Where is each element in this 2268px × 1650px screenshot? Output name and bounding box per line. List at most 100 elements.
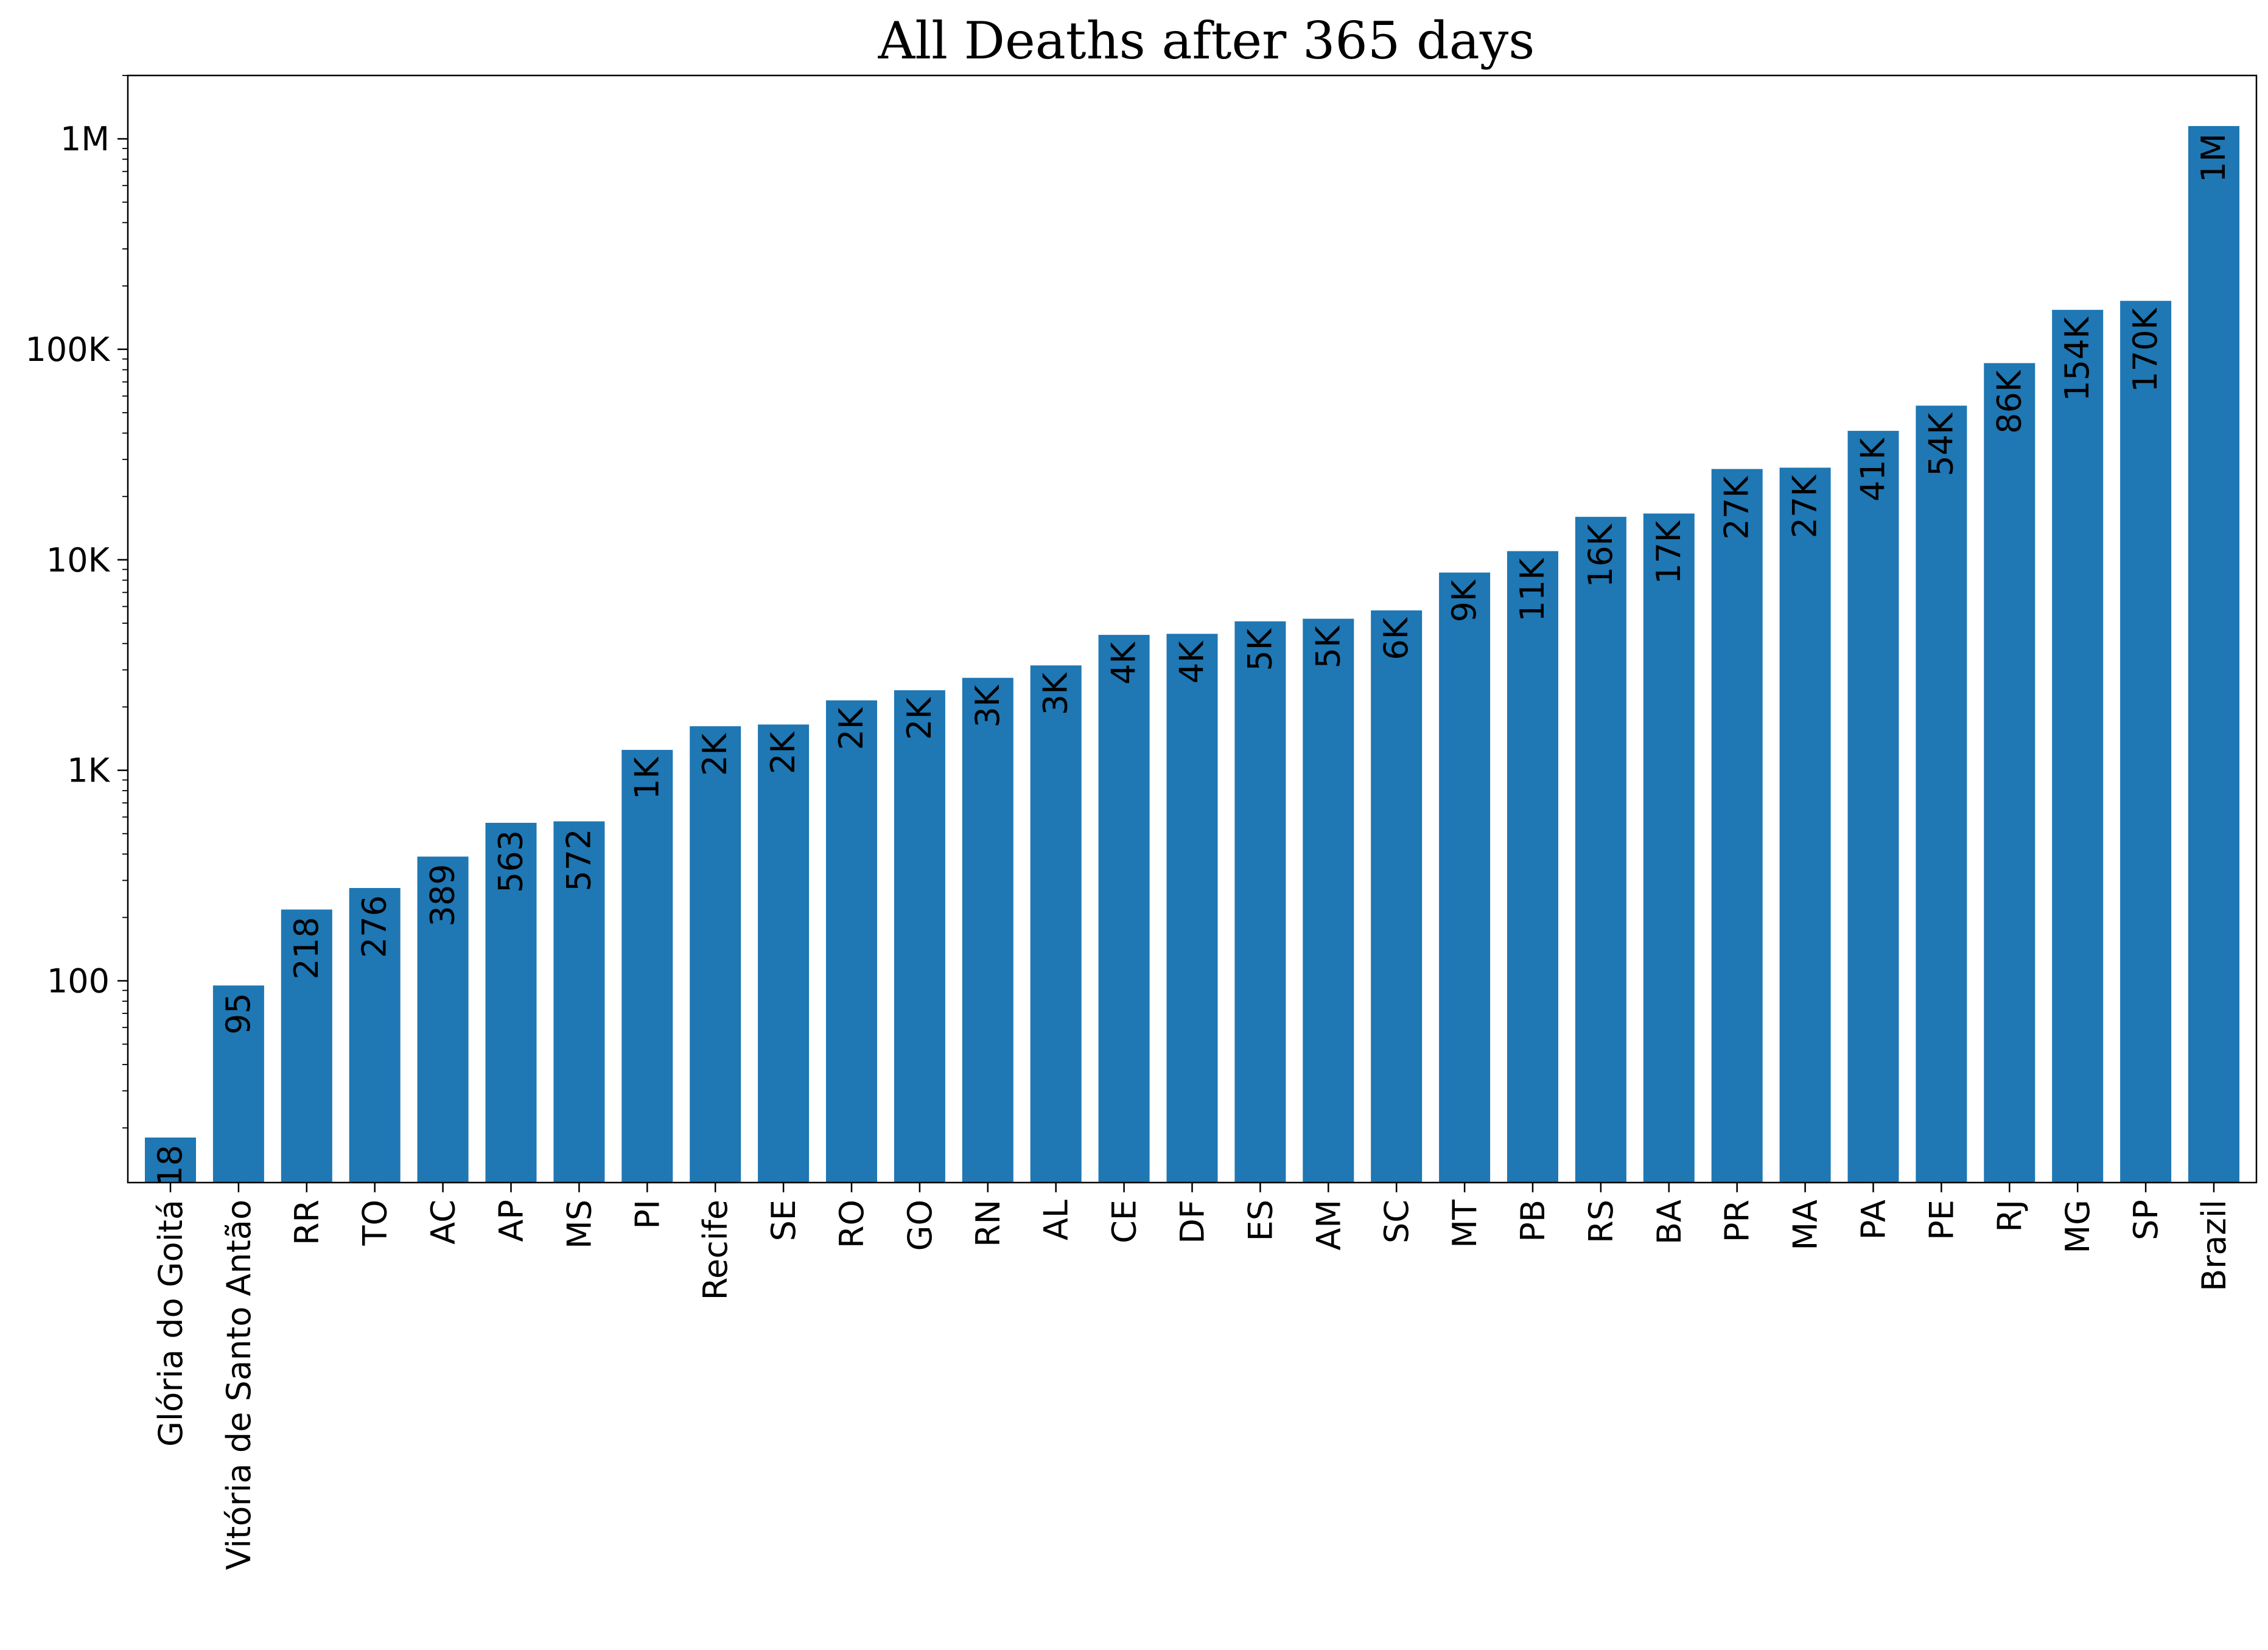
- bar-value-label: 276: [355, 895, 394, 958]
- bar-value-label: 5K: [1309, 625, 1347, 668]
- bar-value-label: 17K: [1650, 520, 1688, 584]
- bar-11: [894, 690, 945, 1183]
- x-tick-label: Glória do Goitá: [152, 1200, 190, 1447]
- bar-23: [1711, 469, 1763, 1183]
- bar-12: [962, 677, 1013, 1183]
- bar-value-label: 4K: [1105, 641, 1143, 685]
- x-tick-label: Brazil: [2195, 1200, 2233, 1292]
- x-tick-label: RJ: [1990, 1200, 2029, 1232]
- bar-28: [2052, 310, 2104, 1183]
- bar-15: [1166, 634, 1218, 1183]
- x-tick-label: RR: [288, 1200, 326, 1245]
- y-tick-label: 100K: [26, 330, 111, 369]
- x-tick-label: AL: [1037, 1200, 1076, 1240]
- x-tick-label: PR: [1718, 1200, 1757, 1242]
- bar-value-labels: 18 95 218 276 389 563 572 1K 2K 2K 2K 2K 3K 3K 4K 4K 5K 5…: [151, 133, 2233, 1187]
- bar-value-label: 3K: [1037, 672, 1075, 715]
- x-tick-label: RN: [969, 1200, 1007, 1247]
- x-tick-label: SP: [2127, 1200, 2165, 1240]
- bar-26: [1916, 405, 1967, 1183]
- bar-10: [826, 700, 877, 1183]
- bar-value-label: 11K: [1513, 558, 1552, 622]
- bars: [145, 126, 2239, 1183]
- bar-30: [2188, 126, 2239, 1183]
- x-tick-label: AM: [1309, 1200, 1348, 1251]
- bar-8: [690, 726, 741, 1183]
- bar-6: [553, 821, 605, 1183]
- x-tick-label: RS: [1582, 1200, 1620, 1243]
- bar-value-label: 27K: [1786, 474, 1824, 539]
- bar-7: [621, 750, 673, 1183]
- bar-value-label: 16K: [1581, 523, 1620, 588]
- bar-1: [212, 985, 264, 1183]
- bar-value-label: 95: [219, 993, 257, 1035]
- bar-value-label: 218: [287, 917, 326, 979]
- bar-value-label: 2K: [900, 697, 939, 740]
- x-tick-label: BA: [1650, 1200, 1689, 1245]
- x-tick-label: PB: [1514, 1200, 1552, 1242]
- bar-25: [1847, 430, 1899, 1183]
- x-tick-label: GO: [901, 1200, 939, 1251]
- bar-value-label: 54K: [1922, 412, 1960, 477]
- bar-2: [281, 909, 332, 1183]
- bar-20: [1507, 551, 1558, 1183]
- plot-area: 18 95 218 276 389 563 572 1K 2K 2K 2K 2K 3K 3K 4K 4K 5K 5…: [127, 74, 2258, 1187]
- bar-value-label: 9K: [1445, 579, 1483, 622]
- x-tick-label: MG: [2059, 1200, 2097, 1253]
- y-tick-label: 1M: [60, 120, 110, 158]
- y-tick-label: 10K: [46, 541, 111, 579]
- bar-value-label: 1K: [628, 757, 666, 800]
- x-tick-label: Recife: [696, 1200, 735, 1300]
- bar-14: [1098, 635, 1150, 1183]
- bar-value-label: 2K: [764, 731, 802, 774]
- x-axis: Glória do Goitá Vitória de Santo Antão RR T…: [152, 1183, 2233, 1570]
- bar-27: [1984, 363, 2035, 1183]
- x-tick-label: DF: [1174, 1200, 1212, 1244]
- y-axis: 100 1K 10K 100K 1M: [26, 75, 128, 1129]
- bar-21: [1575, 517, 1626, 1183]
- x-tick-label: Vitória de Santo Antão: [220, 1200, 258, 1570]
- bar-value-label: 86K: [1990, 369, 2028, 434]
- bar-value-label: 170K: [2126, 307, 2165, 393]
- bar-value-label: 563: [492, 830, 530, 893]
- bar-value-label: 2K: [696, 733, 734, 776]
- bar-value-label: 154K: [2058, 316, 2096, 402]
- bar-17: [1303, 618, 1354, 1183]
- x-tick-label: PA: [1855, 1200, 1893, 1240]
- bar-16: [1234, 621, 1286, 1183]
- x-tick-label: RO: [833, 1200, 871, 1248]
- x-tick-label: MT: [1446, 1199, 1484, 1248]
- x-tick-label: MA: [1787, 1200, 1825, 1251]
- x-tick-label: TO: [356, 1200, 394, 1246]
- bar-3: [349, 888, 401, 1183]
- bar-value-label: 41K: [1854, 437, 1892, 502]
- y-tick-label: 100: [47, 962, 110, 1001]
- bar-19: [1439, 572, 1491, 1183]
- bar-5: [485, 822, 537, 1183]
- bar-value-label: 3K: [968, 684, 1007, 727]
- x-tick-label: PE: [1922, 1200, 1961, 1240]
- bar-value-label: 1M: [2194, 133, 2233, 183]
- bar-22: [1643, 513, 1695, 1183]
- bar-value-label: 2K: [832, 707, 870, 750]
- bar-0: [145, 1138, 196, 1183]
- x-tick-label: CE: [1105, 1200, 1144, 1243]
- x-tick-label: AC: [424, 1200, 463, 1245]
- bar-13: [1030, 665, 1082, 1183]
- x-tick-label: SC: [1377, 1200, 1416, 1243]
- y-tick-label: 1K: [67, 752, 110, 790]
- chart-title: All Deaths after 365 days: [878, 11, 1535, 71]
- x-tick-label: MS: [560, 1200, 598, 1249]
- bar-value-label: 572: [559, 829, 598, 892]
- bar-value-label: 6K: [1377, 617, 1415, 660]
- bar-value-label: 389: [424, 864, 462, 926]
- bar-4: [417, 856, 469, 1183]
- x-tick-label: ES: [1241, 1200, 1279, 1241]
- bar-24: [1779, 467, 1831, 1183]
- bar-value-label: 27K: [1718, 475, 1756, 540]
- bar-29: [2120, 301, 2172, 1183]
- bar-9: [758, 724, 810, 1183]
- bar-value-label: 4K: [1173, 640, 1211, 683]
- bar-value-label: 5K: [1241, 627, 1279, 671]
